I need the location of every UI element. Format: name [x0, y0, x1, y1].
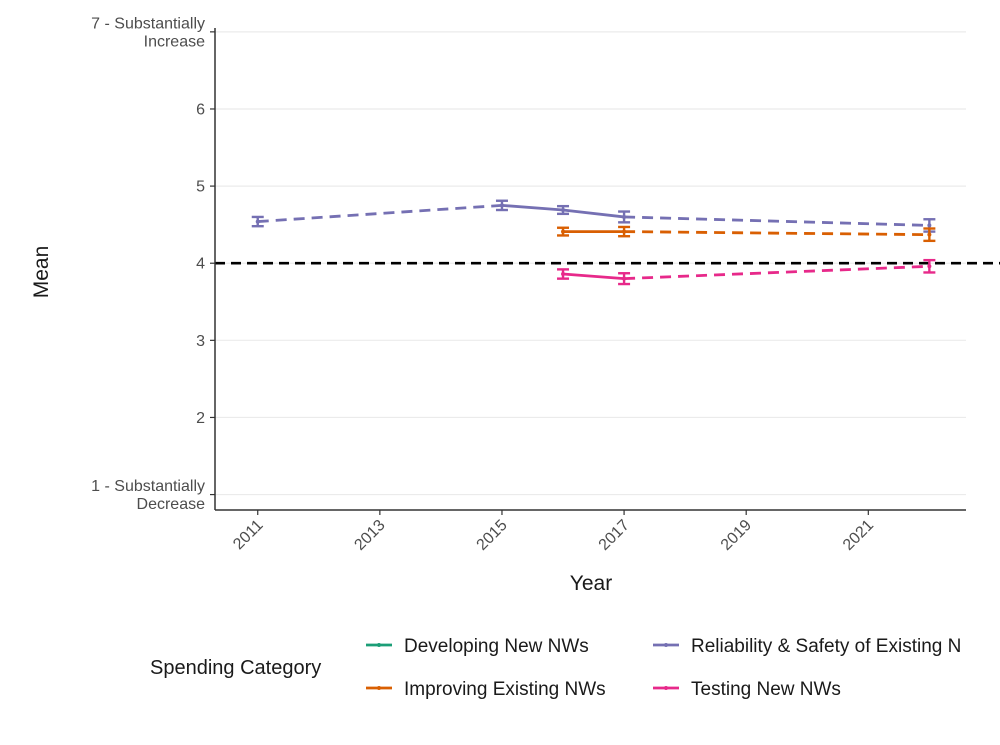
- legend-label: Improving Existing NWs: [404, 679, 606, 700]
- y-tick-label: 6: [196, 101, 205, 118]
- data-point: [561, 229, 566, 234]
- series-segment-solid: [562, 272, 625, 281]
- series-segment-solid: [501, 203, 564, 212]
- data-point: [927, 232, 932, 237]
- data-point: [561, 208, 566, 213]
- legend-item: Developing New NWs: [366, 636, 589, 657]
- legend-label: Developing New NWs: [404, 636, 589, 657]
- legend: Spending Category Developing New NWs Reli…: [150, 636, 961, 700]
- y-tick-label: Increase: [144, 33, 205, 50]
- series-segment-dashed: [624, 215, 930, 227]
- y-tick-label: 2: [196, 410, 205, 427]
- grid-lines: [215, 31, 966, 496]
- y-tick-label: 3: [196, 333, 205, 350]
- data-point: [622, 276, 627, 281]
- series-reliability-safety-of-existing-nws: [251, 199, 936, 233]
- legend-item: Reliability & Safety of Existing N: [653, 636, 961, 657]
- data-point: [927, 223, 932, 228]
- x-tick-label: 2019: [718, 517, 755, 554]
- axes-group: [210, 28, 966, 515]
- legend-item: Improving Existing NWs: [366, 679, 606, 700]
- legend-item: Testing New NWs: [653, 679, 841, 700]
- x-tick-label: 2021: [840, 517, 877, 554]
- y-tick-label: 7 - Substantially: [91, 15, 205, 32]
- series-group: [251, 199, 936, 286]
- data-point: [622, 214, 627, 219]
- series-segment-dashed: [624, 264, 930, 281]
- series-segment-dashed: [257, 203, 503, 223]
- x-tick-label: 2013: [351, 517, 388, 554]
- series-segment-dashed: [624, 230, 930, 237]
- y-tick-label: 5: [196, 179, 205, 196]
- series-segment-solid: [562, 208, 625, 219]
- data-point: [499, 203, 504, 208]
- y-tick-label: 1 - Substantially: [91, 478, 205, 495]
- series-improving-existing-nws: [557, 225, 936, 243]
- series-testing-new-nws: [557, 258, 936, 286]
- x-tick-label: 2015: [474, 517, 511, 554]
- y-axis-title: Mean: [30, 246, 53, 299]
- x-tick-label: 2011: [230, 517, 266, 553]
- data-point: [561, 272, 566, 277]
- legend-label: Reliability & Safety of Existing N: [691, 636, 961, 657]
- legend-label: Testing New NWs: [691, 679, 841, 700]
- y-tick-label: Decrease: [137, 496, 206, 513]
- data-point: [622, 229, 627, 234]
- y-tick-label: 4: [196, 256, 205, 273]
- legend-title: Spending Category: [150, 657, 321, 679]
- data-point: [255, 219, 260, 224]
- x-tick-label: 2017: [596, 517, 633, 554]
- data-point: [927, 264, 932, 269]
- x-axis-title: Year: [570, 572, 612, 595]
